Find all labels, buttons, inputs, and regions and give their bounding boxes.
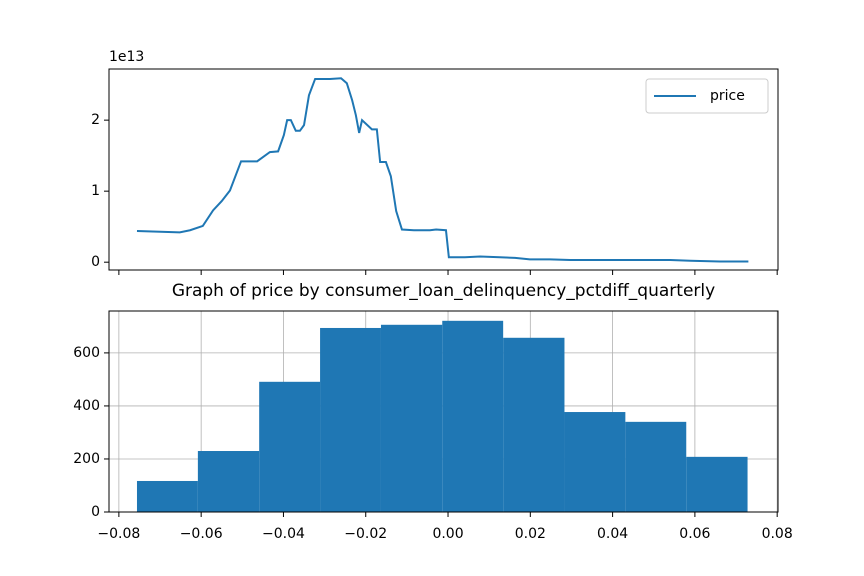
chart-title: Graph of price by consumer_loan_delinque…: [172, 281, 715, 301]
bar: [136, 480, 198, 512]
y-tick-label: 0: [91, 504, 100, 520]
bar: [442, 320, 504, 512]
y-offset-label: 1e13: [109, 49, 144, 65]
x-tick-label: −0.08: [97, 526, 140, 542]
y-tick-label: 2: [91, 112, 100, 128]
y-tick-label: 200: [73, 451, 100, 467]
x-tick-label: −0.02: [344, 526, 387, 542]
axes-frame: [108, 310, 779, 513]
x-tick-label: −0.04: [262, 526, 305, 542]
x-tick-label: 0.00: [432, 526, 463, 542]
bar: [564, 412, 626, 512]
axes: Graph of price by consumer_loan_delinque…: [73, 281, 792, 542]
y-tick-label: 600: [73, 345, 100, 361]
x-tick-label: −0.06: [180, 526, 223, 542]
line: [136, 77, 749, 263]
axes: 0 1 2 1e13 price: [91, 49, 779, 275]
bar: [259, 381, 321, 512]
x-tick-label: 0.08: [762, 526, 793, 542]
y-tick-label: 1: [91, 183, 100, 199]
y-tick-label: 400: [73, 398, 100, 414]
bar: [197, 451, 260, 512]
x-tick-label: 0.02: [515, 526, 546, 542]
legend-label: price: [710, 88, 745, 104]
bar: [686, 456, 748, 512]
x-tick-label: 0.04: [597, 526, 628, 542]
axes-frame: [108, 68, 779, 271]
bar: [320, 327, 381, 512]
bar: [503, 337, 565, 512]
bar: [380, 324, 443, 512]
bar: [625, 421, 687, 512]
x-tick-label: 0.06: [679, 526, 710, 542]
y-tick-label: 0: [91, 254, 100, 270]
legend-box: [645, 78, 769, 114]
